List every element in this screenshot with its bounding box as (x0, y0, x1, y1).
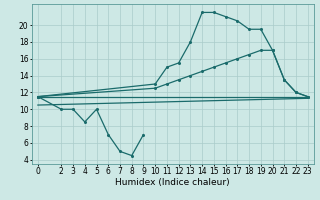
X-axis label: Humidex (Indice chaleur): Humidex (Indice chaleur) (116, 178, 230, 187)
